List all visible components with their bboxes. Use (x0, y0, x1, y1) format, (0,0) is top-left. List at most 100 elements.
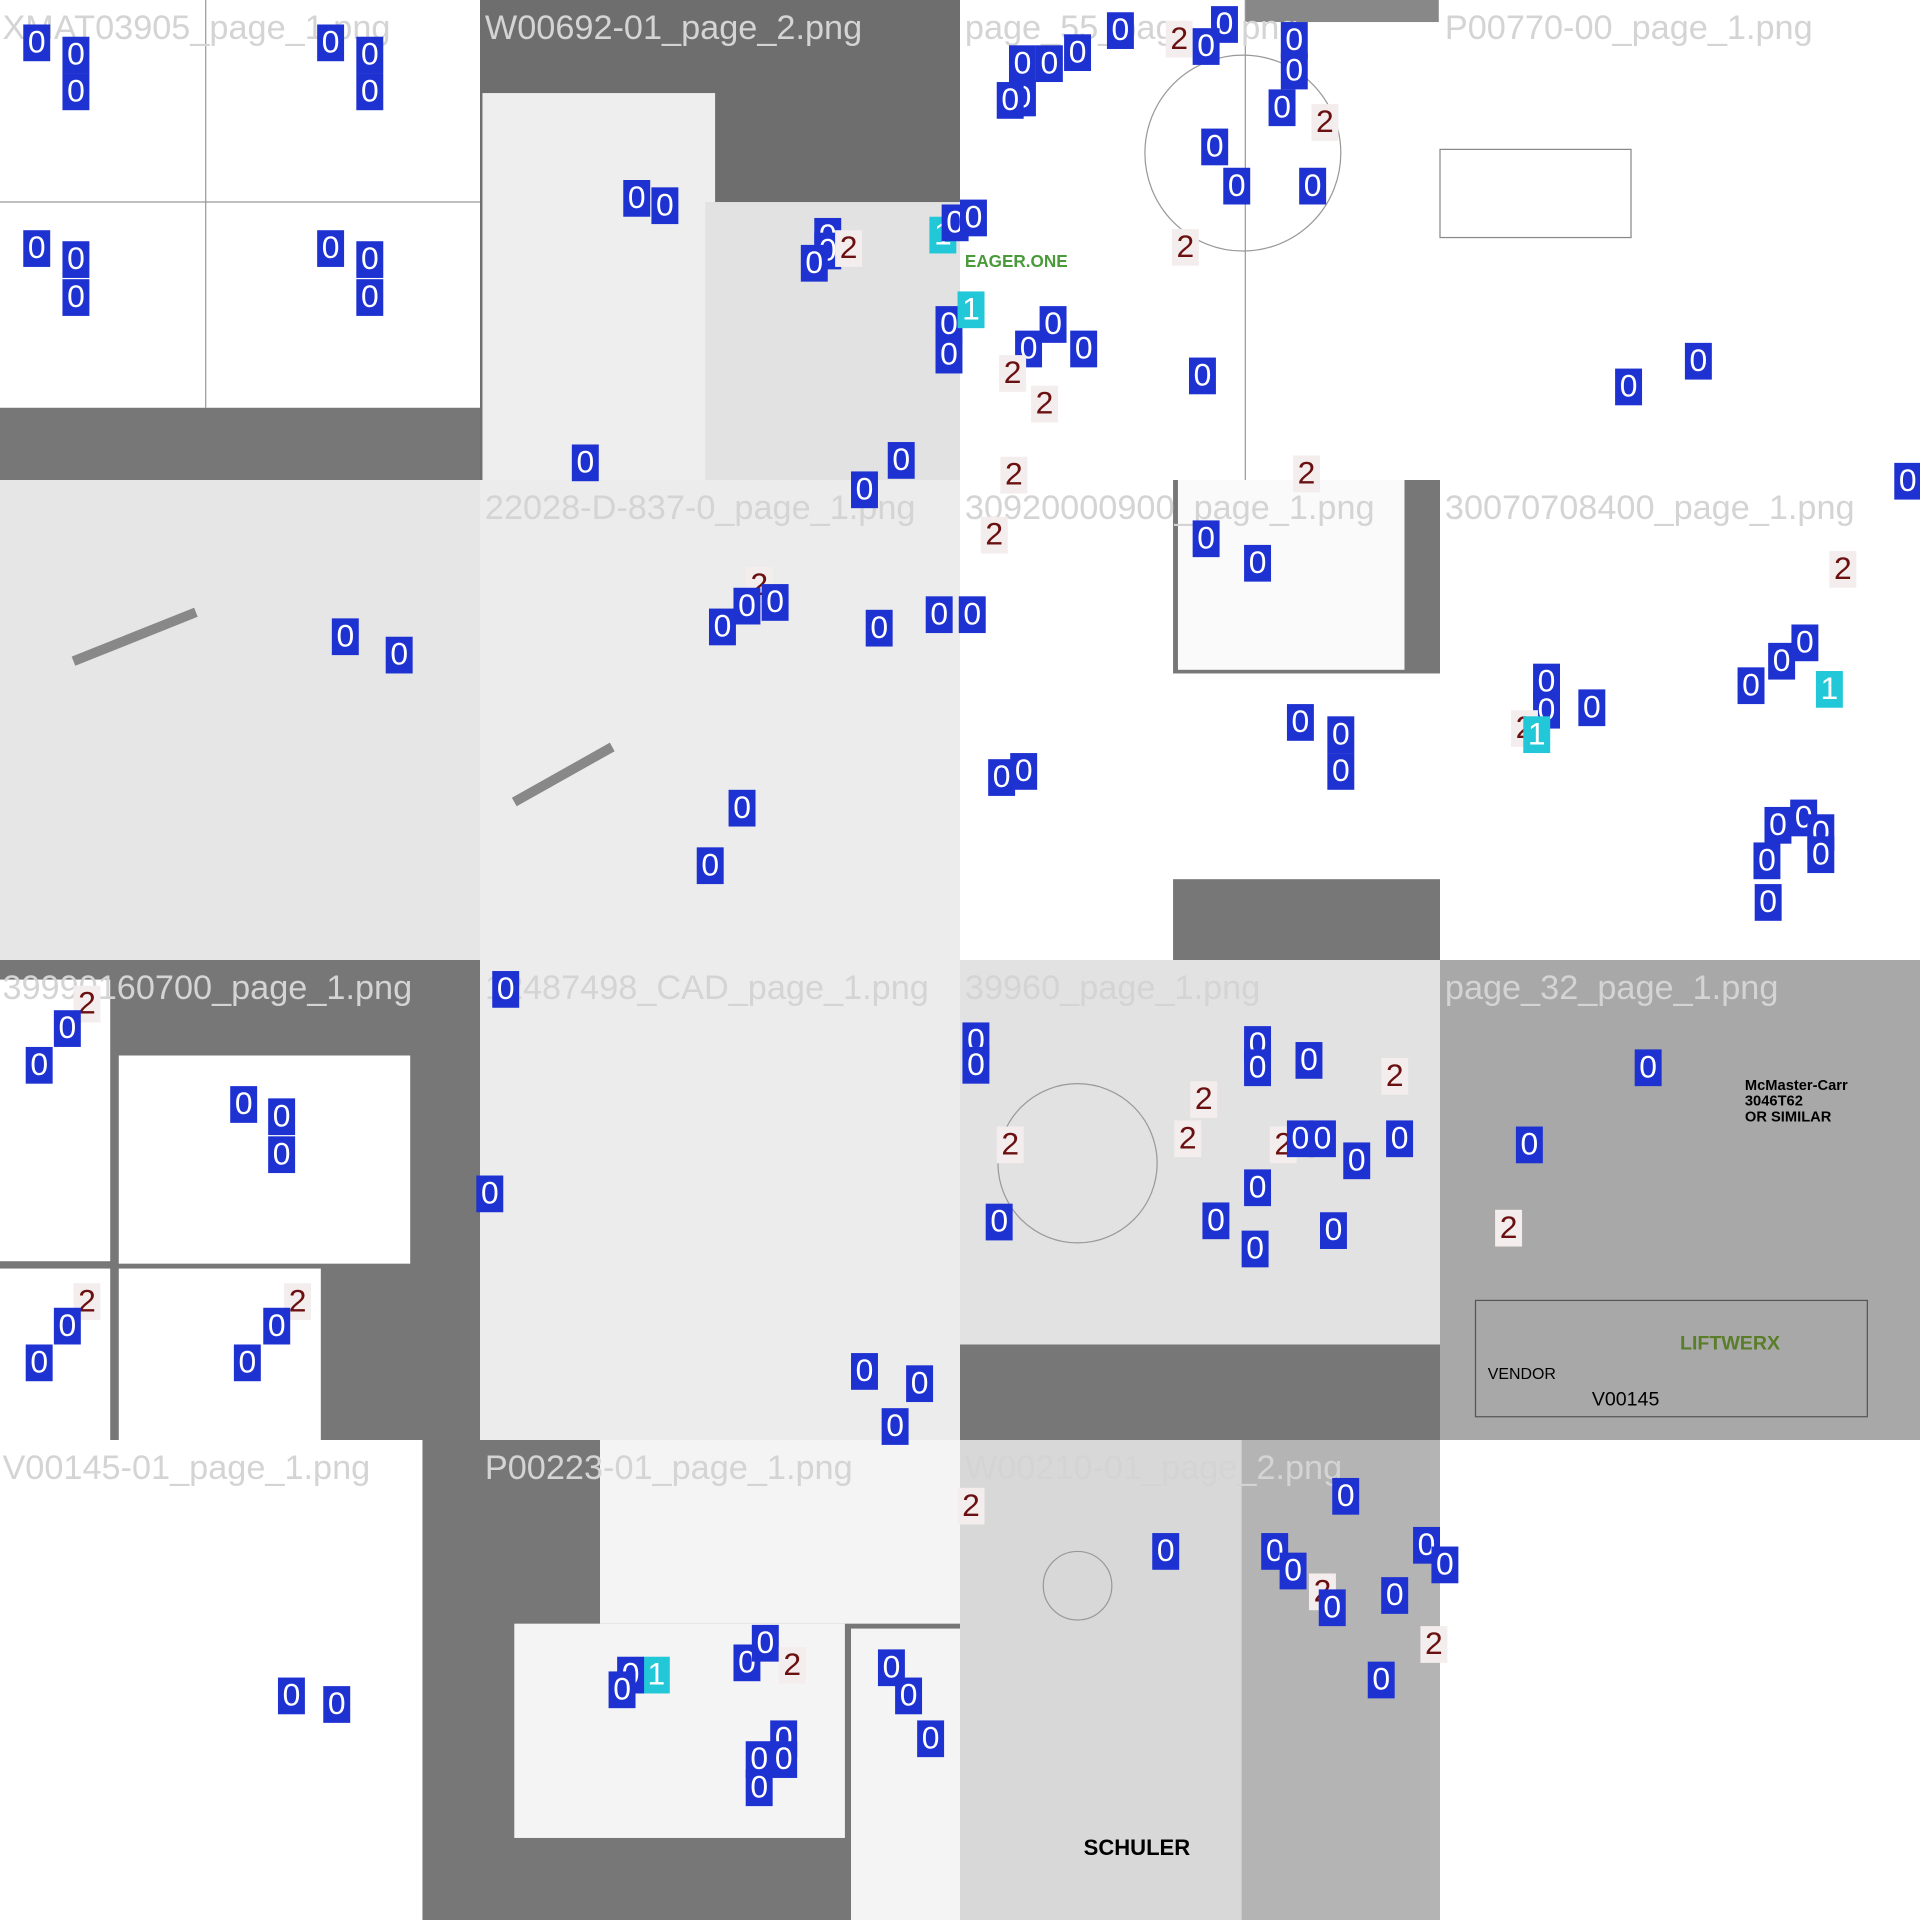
label-box (317, 230, 345, 267)
label-box (1753, 842, 1781, 880)
label-box (1286, 704, 1314, 741)
label-text: 2 (78, 1282, 96, 1318)
label-box (1320, 1212, 1347, 1249)
label-box (1311, 104, 1339, 141)
sheet-text: EAGER.ONE (965, 251, 1068, 271)
label-box (1064, 34, 1092, 72)
label-box (895, 1677, 923, 1715)
label-text: 1 (962, 290, 980, 326)
label-box (492, 971, 520, 1008)
label-text: 0 (805, 244, 823, 280)
label-text: 0 (67, 36, 85, 72)
label-text: 0 (328, 1685, 346, 1721)
filename: 39990160700_page_1.png (2, 969, 412, 1007)
label-text: 0 (361, 278, 379, 314)
filename: V00145-01_page_1.png (2, 1449, 370, 1487)
label-box (865, 609, 893, 647)
filename: 12487498_CAD_page_1.png (485, 969, 929, 1007)
label-text: 0 (322, 23, 340, 59)
label-text: 0 (940, 336, 958, 372)
label-text: 0 (497, 970, 515, 1006)
label-box (1244, 544, 1272, 582)
sheet-text: VENDOR (1488, 1366, 1556, 1383)
label-box (317, 24, 345, 62)
label-text: 0 (738, 587, 756, 623)
label-text: 0 (1773, 642, 1791, 678)
label-text: 1 (647, 1656, 665, 1692)
label-box (935, 336, 963, 374)
label-box (960, 199, 987, 237)
label-box (268, 1136, 296, 1174)
label-box (1244, 1049, 1272, 1087)
label-text: 0 (28, 23, 46, 59)
sheet-text: OR SIMILAR (1745, 1110, 1832, 1126)
label-box (62, 279, 90, 316)
label-text: 0 (1323, 1588, 1341, 1624)
label-text: 2 (1179, 1119, 1197, 1155)
label-box (761, 584, 789, 621)
label-box (25, 1046, 53, 1084)
label-box (751, 1624, 779, 1662)
label-text: 2 (1170, 20, 1188, 56)
label-box (385, 636, 413, 674)
label-text: 0 (775, 1740, 793, 1776)
label-text: 0 (733, 789, 751, 825)
label-box (1279, 1552, 1307, 1590)
label-box (23, 230, 51, 267)
label-text: 0 (1690, 342, 1708, 378)
label-text: 0 (930, 595, 948, 631)
label-text: 0 (750, 1740, 768, 1776)
label-text: 0 (67, 278, 85, 314)
label-text: 0 (946, 203, 964, 239)
label-text: 0 (856, 470, 874, 506)
label-text: 0 (883, 1648, 901, 1684)
label-text: 0 (1216, 5, 1234, 41)
label-box (851, 1353, 878, 1390)
label-text: 0 (67, 240, 85, 276)
label-box (1829, 551, 1857, 588)
label-text: 0 (361, 240, 379, 276)
label-box (999, 355, 1027, 392)
label-box (1244, 1169, 1272, 1207)
label-text: 0 (1812, 835, 1830, 871)
label-box (62, 241, 90, 278)
label-text: 0 (1583, 688, 1601, 724)
label-text: 0 (756, 1624, 774, 1660)
label-box (1815, 671, 1843, 708)
label-text: 0 (322, 229, 340, 265)
label-text: 0 (613, 1670, 631, 1706)
label-text: 2 (1298, 455, 1316, 491)
label-box (233, 1344, 261, 1382)
label-text: 0 (886, 1407, 904, 1443)
label-box (1106, 12, 1134, 49)
sheet-text: LIFTWERX (1680, 1332, 1780, 1354)
label-box (642, 1656, 670, 1694)
label-box (230, 1086, 258, 1123)
label-text: 0 (900, 1677, 918, 1713)
label-text: 0 (28, 229, 46, 265)
label-box (1010, 753, 1038, 790)
label-text: 0 (1758, 841, 1776, 877)
sheet-texts: McMaster-Carr 3046T62 OR SIMILAR LIFTWER… (965, 251, 1848, 1860)
label-box (62, 73, 90, 111)
label-text: 0 (67, 72, 85, 108)
sheet-text: SCHULER (1084, 1835, 1191, 1860)
label-text: 0 (30, 1343, 48, 1379)
label-text: 0 (1639, 1048, 1657, 1084)
label-box (1308, 1120, 1336, 1158)
label-text: 2 (1425, 1625, 1443, 1661)
filename: P00770-00_page_1.png (1445, 9, 1813, 47)
label-text: 0 (1292, 1119, 1310, 1155)
label-box (770, 1741, 798, 1778)
label-box (1764, 806, 1792, 844)
label-text: 2 (962, 1487, 980, 1523)
label-box (985, 1203, 1013, 1241)
label-text: 2 (1004, 354, 1022, 390)
label-box (23, 24, 51, 62)
label-text: 0 (1249, 544, 1267, 580)
label-text: 0 (268, 1307, 286, 1343)
label-text: 0 (1266, 1532, 1284, 1568)
label-text: 0 (1157, 1532, 1175, 1568)
label-text: 2 (1386, 1057, 1404, 1093)
